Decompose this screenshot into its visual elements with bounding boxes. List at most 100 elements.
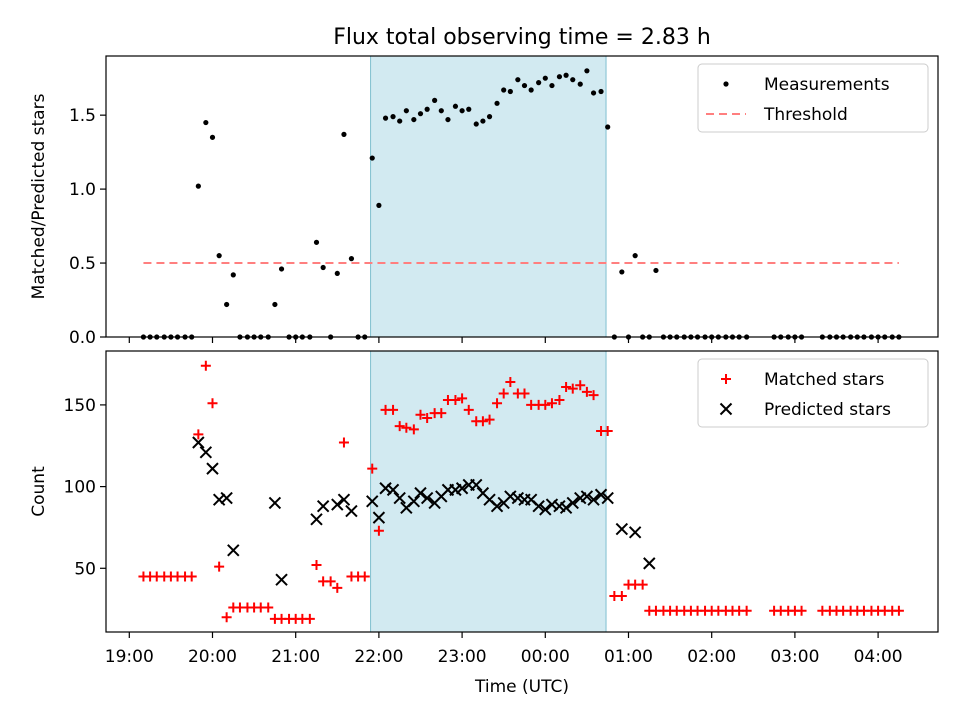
x-tick-label: 20:00: [188, 647, 237, 667]
matched-stars-point: [338, 437, 349, 448]
matched-stars-point: [796, 605, 807, 616]
measurements-point: [411, 116, 417, 123]
matched-stars-point: [450, 395, 461, 406]
legend-marker-swatch: [721, 374, 731, 384]
matched-stars-point: [561, 381, 572, 392]
y-axis-label: Count: [29, 466, 49, 517]
x-tick-label: 21:00: [271, 647, 320, 667]
measurements-point: [459, 108, 465, 114]
matched-stars-point: [367, 463, 378, 474]
legend: Measurements Threshold: [697, 63, 929, 133]
y-tick-label: 50: [74, 559, 96, 579]
measurements-point: [341, 131, 347, 137]
matched-stars-point: [221, 612, 232, 623]
predicted-stars-point: [331, 498, 344, 511]
predicted-stars-point: [628, 526, 642, 539]
matched-stars-point: [388, 404, 399, 415]
matched-stars-point: [325, 576, 336, 587]
predicted-stars-point: [559, 501, 573, 515]
predicted-stars-point: [420, 491, 434, 505]
y-tick-label: 0.5: [69, 254, 96, 274]
bottom-panel: 50 100 150 19:00 20:00 21:00 22:00 23:00 00:00 01…: [29, 350, 939, 667]
highlight-span: [370, 55, 607, 338]
measurements-point: [313, 239, 320, 245]
predicted-stars-point: [566, 496, 579, 510]
predicted-stars-point: [643, 557, 656, 570]
predicted-stars-point: [372, 511, 386, 524]
measurements-point: [549, 82, 555, 89]
legend-entry-label: Threshold: [763, 105, 848, 125]
predicted-stars-point: [227, 544, 240, 557]
measurements-point: [369, 155, 375, 161]
measurements-point: [486, 114, 493, 120]
x-tick-label: 22:00: [354, 647, 403, 667]
x-tick-label: 03:00: [770, 647, 819, 667]
measurements-point: [542, 75, 548, 81]
matched-stars-point: [193, 429, 204, 440]
plot-frame: [105, 350, 939, 633]
matched-stars-point: [484, 414, 495, 425]
measurements-point: [195, 183, 201, 189]
matched-stars-point: [637, 579, 648, 590]
predicted-stars-point: [268, 496, 282, 510]
measurements-point: [424, 106, 430, 112]
legend-entry-label: Matched stars: [764, 370, 884, 390]
measurements-point: [230, 272, 236, 278]
measurements-point: [570, 77, 576, 83]
measurements-point: [521, 82, 528, 89]
top-panel: 0.0 0.5 1.0 1.5 Matched/Predicted stars Measu…: [29, 55, 939, 348]
plot-frame: [105, 55, 939, 338]
predicted-stars-point: [601, 491, 614, 505]
predicted-stars-point: [407, 495, 421, 508]
x-tick-label: 00:00: [521, 647, 570, 667]
x-tick-label: 01:00: [604, 647, 653, 667]
x-tick-label: 02:00: [687, 647, 736, 667]
predicted-stars-point: [455, 482, 469, 495]
measurements-point: [584, 68, 590, 74]
measurements-point: [438, 108, 444, 114]
predicted-stars-point: [470, 478, 483, 492]
measurements-point: [556, 74, 563, 80]
matched-stars-point: [492, 398, 503, 409]
measurements-point: [590, 90, 597, 96]
predicted-stars-point: [212, 493, 226, 506]
y-tick-label: 1.5: [69, 106, 96, 126]
matched-stars-point: [207, 398, 218, 409]
matched-stars-point: [505, 377, 516, 388]
matched-stars-point: [186, 571, 197, 582]
measurements-point: [278, 266, 285, 272]
predicted-stars-point: [379, 482, 392, 495]
measurements-point: [536, 80, 542, 86]
predicted-stars-point: [539, 503, 552, 516]
measurements-point: [501, 87, 507, 93]
predicted-stars-point: [393, 491, 406, 505]
measurements-point: [224, 301, 230, 308]
predicted-stars-point: [580, 490, 594, 503]
y-tick-label: 1.0: [69, 180, 96, 200]
measurements-point: [480, 118, 486, 124]
predicted-stars-point: [414, 486, 427, 500]
matched-stars-point: [332, 582, 343, 593]
measurements-point: [577, 81, 583, 87]
matched-stars-point: [436, 408, 447, 419]
measurements-point: [403, 108, 409, 114]
legend-box: [697, 63, 929, 133]
predicted-stars-point: [594, 488, 608, 501]
measurements-point: [209, 134, 216, 140]
measurements-point: [445, 116, 451, 123]
matched-stars-point: [408, 424, 419, 435]
predicted-stars-point: [386, 483, 400, 497]
matched-stars-point: [540, 399, 551, 410]
y-tick-label: 100: [64, 478, 96, 498]
predicted-stars-point: [310, 513, 323, 526]
measurements-point: [203, 119, 209, 126]
legend: Matched stars Predicted stars: [697, 358, 929, 428]
measurements-point: [515, 77, 521, 83]
measurements-point: [563, 72, 569, 78]
matched-stars-point: [200, 360, 211, 371]
predicted-stars-point: [275, 573, 288, 586]
matched-stars-point: [498, 388, 509, 399]
matched-stars-point: [581, 386, 592, 397]
x-axis-label: Time (UTC): [474, 677, 569, 697]
